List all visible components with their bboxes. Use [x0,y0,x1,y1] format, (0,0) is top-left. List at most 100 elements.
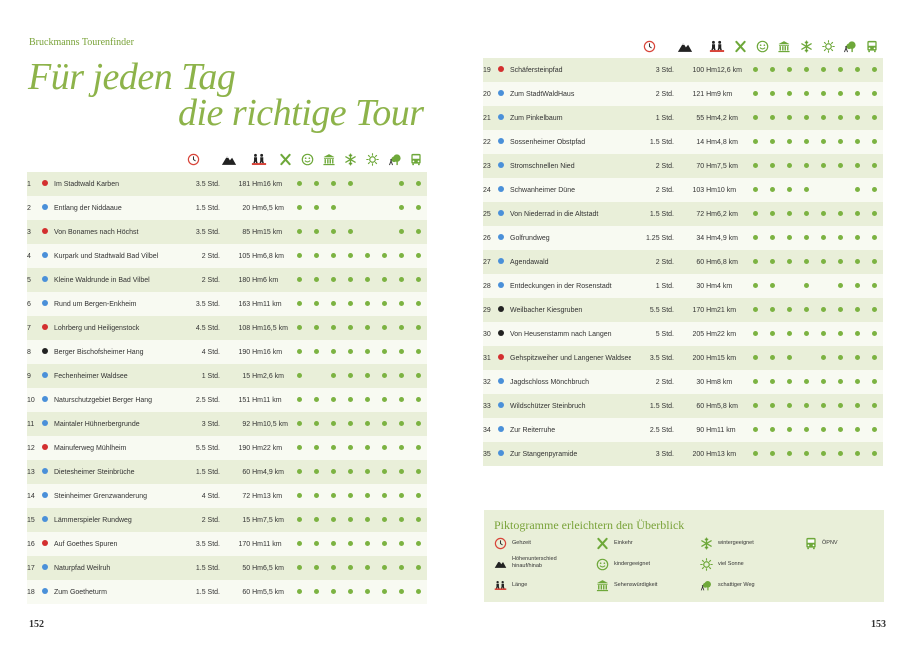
feature-dot [314,252,319,258]
feature-dot [838,354,843,360]
feature-dot [382,588,387,594]
feature-dot [331,540,336,546]
tour-time: 4 Std. [201,492,220,500]
difficulty-dot [498,353,504,360]
tour-number: 12 [27,444,35,452]
feature-dot [804,426,809,432]
feature-dot [348,516,353,522]
tour-length: 6,5 km [263,564,285,572]
mountain-icon [221,151,237,167]
tour-table-right: 19 Schäfersteinpfad 3 Std. 100 Hm 12,6 km 20 Z… [483,58,883,466]
hikers-icon [709,38,725,54]
tour-time: 2 Std. [201,516,220,524]
tour-name: Im Stadtwald Karben [54,180,119,188]
feature-dot [297,348,302,354]
feature-dot [297,228,302,234]
tour-row: 29 Weilbacher Kiesgruben 5.5 Std. 170 Hm 21 … [483,298,883,322]
tour-elevation: 15 Hm [242,372,263,380]
feature-dot [297,564,302,570]
feature-dot [770,378,775,384]
tour-number: 5 [27,276,31,284]
feature-dot [770,354,775,360]
tour-number: 13 [27,468,35,476]
feature-dot [821,258,826,264]
feature-dot [314,276,319,282]
feature-dot [382,372,387,378]
tour-name: Sossenheimer Obstpfad [510,138,586,146]
tour-name: Kleine Waldrunde in Bad Vilbel [54,276,150,284]
tour-elevation: 103 Hm [692,186,717,194]
feature-dot [821,354,826,360]
clock-icon [494,537,507,550]
tour-row: 21 Zum Pinkelbaum 1 Std. 55 Hm 4,2 km [483,106,883,130]
tree-icon [700,579,713,592]
difficulty-dot [498,161,504,168]
utensils-icon [732,38,748,54]
tour-row: 30 Von Heusenstamm nach Langen 5 Std. 205 H… [483,322,883,346]
feature-dot [804,114,809,120]
tour-time: 2 Std. [655,378,674,386]
tour-name: Steinheimer Grenzwanderung [54,492,147,500]
feature-dot [821,330,826,336]
difficulty-dot [42,539,48,546]
page-number-left: 152 [29,619,44,630]
utensils-icon [596,537,609,550]
tree-icon [842,38,858,54]
smiley-icon [596,558,609,571]
feature-dot [855,114,860,120]
feature-dot [399,420,404,426]
feature-dot [297,588,302,594]
feature-dot [382,396,387,402]
difficulty-dot [42,395,48,402]
tour-row: 33 Wildschützer Steinbruch 1.5 Std. 60 Hm 5,… [483,394,883,418]
tour-row: 3 Von Bonames nach Höchst 3.5 Std. 85 Hm 15 … [27,220,427,244]
feature-dot [348,468,353,474]
feature-dot [753,138,758,144]
feature-dot [821,234,826,240]
feature-dot [821,306,826,312]
tour-time: 5.5 Std. [195,444,220,452]
legend-item: wintergeeignet [700,537,754,550]
tour-length: 6 km [263,276,279,284]
feature-dot [838,426,843,432]
tour-time: 3 Std. [655,450,674,458]
feature-dot [753,90,758,96]
feature-dot [855,378,860,384]
feature-dot [753,378,758,384]
feature-dot [365,348,370,354]
feature-dot [348,180,353,186]
tour-length: 16,5 km [263,324,288,332]
tour-name: Zum Goetheturm [54,588,107,596]
difficulty-dot [42,347,48,354]
tour-name: Stromschnellen Nied [510,162,575,170]
feature-dot [821,114,826,120]
feature-dot [416,516,421,522]
feature-dot [382,516,387,522]
feature-dot [297,468,302,474]
legend-title: Piktogramme erleichtern den Überblick [494,518,685,532]
tour-number: 6 [27,300,31,308]
headline-line-2: die richtige Tour [178,92,424,134]
tour-elevation: 72 Hm [242,492,263,500]
feature-dot [838,282,843,288]
feature-dot [787,378,792,384]
tour-time: 2 Std. [655,162,674,170]
tour-time: 1.5 Std. [649,402,674,410]
feature-dot [855,402,860,408]
feature-dot [297,396,302,402]
feature-dot [838,114,843,120]
tour-time: 1.5 Std. [195,204,220,212]
tour-length: 6,2 km [717,210,739,218]
feature-dot [314,324,319,330]
feature-dot [416,588,421,594]
tour-time: 2 Std. [201,276,220,284]
tour-name: Schäfersteinpfad [510,66,563,74]
tour-row: 26 Golfrundweg 1.25 Std. 34 Hm 4,9 km [483,226,883,250]
difficulty-dot [42,251,48,258]
tour-name: Von Bonames nach Höchst [54,228,139,236]
feature-dot [314,396,319,402]
feature-dot [348,540,353,546]
feature-dot [416,540,421,546]
feature-dot [348,492,353,498]
feature-dot [838,162,843,168]
